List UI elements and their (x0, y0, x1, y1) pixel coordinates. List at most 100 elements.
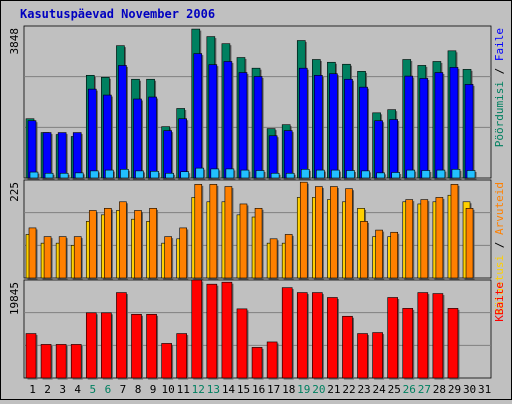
bar-kbytes-day-19 (296, 292, 308, 379)
bar-files-day-7 (118, 65, 127, 179)
bar-hits-day-9 (150, 170, 159, 179)
day-label-11: 11 (177, 383, 190, 396)
bar-files-day-2 (42, 132, 52, 179)
bar-hits-day-2 (44, 172, 54, 179)
bar-hosts-day-14 (224, 186, 233, 279)
bar-hits-day-26 (406, 169, 416, 179)
bar-hits-day-6 (105, 169, 114, 179)
day-label-18: 18 (282, 383, 295, 396)
bar-files-day-22 (344, 78, 353, 179)
day-label-25: 25 (388, 383, 401, 396)
bar-hits-day-14 (225, 168, 235, 179)
bar-files-day-4 (72, 132, 82, 179)
day-label-1: 1 (29, 383, 36, 396)
bar-kbytes-day-12 (191, 279, 203, 379)
day-label-12: 12 (192, 383, 205, 396)
bar-hits-day-20 (316, 169, 325, 179)
bar-kbytes-day-2 (40, 344, 52, 379)
bar-kbytes-day-1 (25, 333, 37, 379)
bar-files-day-3 (57, 132, 67, 179)
bar-kbytes-day-21 (327, 297, 338, 379)
bar-kbytes-day-3 (55, 344, 67, 379)
bar-files-day-30 (464, 84, 474, 179)
day-label-19: 19 (297, 383, 310, 396)
bar-hosts-day-23 (360, 221, 368, 279)
day-label-20: 20 (312, 383, 325, 396)
day-label-2: 2 (44, 383, 51, 396)
chart-title: Kasutuspäevad November 2006 (20, 7, 215, 21)
bar-files-day-14 (223, 61, 233, 179)
bar-kbytes-day-29 (447, 308, 459, 379)
day-label-16: 16 (252, 383, 265, 396)
bar-kbytes-day-22 (342, 315, 353, 379)
day-label-14: 14 (222, 383, 236, 396)
bar-kbytes-day-9 (146, 313, 157, 379)
panel-0-legend: Pöördumisi / Faile (493, 28, 506, 147)
bar-kbytes-day-16 (251, 347, 263, 379)
bar-hits-day-15 (240, 169, 250, 179)
day-label-17: 17 (267, 383, 280, 396)
bar-hosts-day-13 (209, 184, 218, 279)
bar-hosts-day-19 (299, 181, 308, 279)
bar-kbytes-day-10 (161, 343, 172, 379)
bar-files-day-10 (163, 130, 172, 179)
bar-hosts-day-9 (149, 208, 157, 279)
bar-files-day-12 (193, 53, 203, 179)
bar-hits-day-3 (59, 172, 69, 179)
bar-hosts-day-1 (28, 227, 37, 279)
bar-files-day-17 (268, 135, 278, 179)
bar-hosts-day-21 (330, 186, 338, 279)
bar-kbytes-day-24 (372, 332, 383, 379)
day-label-22: 22 (342, 383, 355, 396)
bar-hits-day-7 (120, 169, 129, 179)
bar-hosts-day-12 (194, 184, 203, 279)
bar-hits-day-4 (74, 172, 84, 179)
bar-files-day-5 (87, 88, 97, 179)
bar-files-day-26 (404, 75, 414, 179)
bar-kbytes-day-28 (432, 293, 444, 379)
bar-hosts-day-18 (284, 234, 293, 279)
bar-kbytes-day-7 (116, 292, 127, 379)
legend-item-0: Arvuteid (493, 182, 506, 235)
bar-kbytes-day-17 (266, 341, 278, 379)
panel-1-legend: Külastusi / Arvuteid (493, 182, 506, 314)
bar-files-day-1 (27, 120, 37, 179)
day-label-30: 30 (463, 383, 476, 396)
day-label-21: 21 (327, 383, 340, 396)
bar-hits-day-18 (285, 172, 295, 179)
bar-hits-day-10 (165, 172, 174, 179)
bar-files-day-20 (314, 74, 323, 179)
panel-2-legend: KBaite (493, 282, 506, 322)
bar-files-day-29 (449, 67, 459, 179)
bar-kbytes-day-26 (402, 308, 414, 379)
day-label-6: 6 (105, 383, 112, 396)
day-label-15: 15 (237, 383, 250, 396)
bar-kbytes-day-11 (176, 333, 187, 379)
bar-hits-day-16 (255, 170, 265, 179)
bar-kbytes-day-25 (387, 297, 398, 379)
bar-hits-day-17 (270, 172, 280, 179)
bar-hosts-day-22 (345, 188, 353, 279)
day-label-13: 13 (207, 383, 220, 396)
bar-hits-day-5 (89, 170, 99, 179)
bar-hosts-day-29 (450, 184, 459, 279)
day-label-27: 27 (418, 383, 431, 396)
bar-hosts-day-20 (315, 186, 323, 279)
bar-hits-day-23 (361, 170, 370, 179)
bar-hosts-day-4 (73, 236, 82, 279)
bar-hits-day-13 (210, 168, 220, 179)
bar-kbytes-day-14 (221, 281, 233, 379)
legend-separator: / (493, 61, 506, 81)
bar-hits-day-12 (195, 167, 205, 179)
bar-hosts-day-11 (179, 227, 187, 279)
bar-kbytes-day-15 (236, 308, 248, 379)
day-label-5: 5 (90, 383, 97, 396)
day-label-29: 29 (448, 383, 461, 396)
bar-kbytes-day-18 (281, 287, 293, 379)
day-label-24: 24 (373, 383, 387, 396)
bar-hosts-day-24 (375, 229, 383, 279)
bar-hits-day-8 (135, 170, 144, 179)
bar-hosts-day-3 (58, 236, 67, 279)
